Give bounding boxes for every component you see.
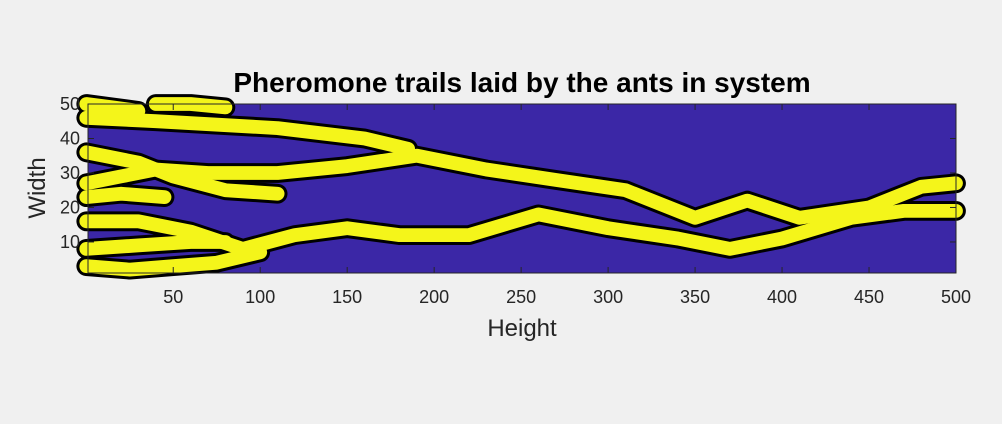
pheromone-trail-8 (79, 97, 146, 118)
pheromone-trail-5 (79, 235, 233, 256)
pheromone-trail-6 (79, 186, 172, 205)
pheromone-trail-7 (79, 245, 268, 277)
y-axis-ticks: 10 20 30 40 50 (60, 94, 956, 252)
x-tick-label-100: 100 (245, 287, 275, 307)
x-axis-ticks: 50 100 150 200 250 300 350 400 450 500 (163, 104, 971, 307)
y-axis-label: Width (24, 157, 51, 218)
x-tick-label-150: 150 (332, 287, 362, 307)
y-tick-label-50: 50 (60, 94, 80, 114)
chart-title: Pheromone trails laid by the ants in sys… (233, 67, 810, 98)
x-tick-label-50: 50 (163, 287, 183, 307)
x-tick-label-500: 500 (941, 287, 971, 307)
y-tick-label-40: 40 (60, 128, 80, 148)
plot-area (76, 94, 966, 280)
axes-box (87, 103, 957, 274)
pheromone-trail-9 (148, 97, 233, 115)
x-tick-label-300: 300 (593, 287, 623, 307)
x-axis-label: Height (487, 315, 557, 342)
pheromone-trail-1 (79, 148, 963, 225)
y-tick-label-30: 30 (60, 163, 80, 183)
x-tick-label-400: 400 (767, 287, 797, 307)
pheromone-trail-4 (79, 110, 416, 156)
x-tick-label-450: 450 (854, 287, 884, 307)
x-tick-label-200: 200 (419, 287, 449, 307)
x-tick-label-250: 250 (506, 287, 536, 307)
x-tick-label-350: 350 (680, 287, 710, 307)
y-tick-label-20: 20 (60, 197, 80, 217)
pheromone-trail-3 (79, 145, 285, 201)
y-tick-label-10: 10 (60, 232, 80, 252)
